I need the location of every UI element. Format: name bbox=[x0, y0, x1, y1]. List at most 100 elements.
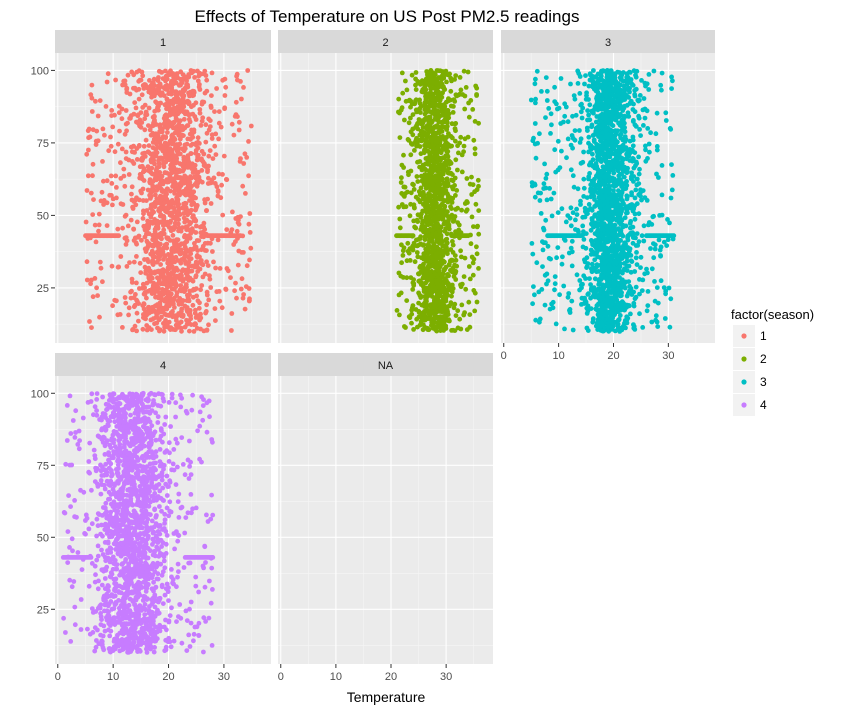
data-point bbox=[239, 276, 245, 282]
data-point bbox=[186, 74, 192, 80]
data-point bbox=[476, 231, 482, 237]
data-point bbox=[534, 260, 540, 266]
data-point bbox=[580, 244, 586, 250]
data-point bbox=[118, 201, 124, 207]
data-point bbox=[575, 81, 581, 86]
data-point bbox=[422, 147, 428, 153]
data-point bbox=[449, 184, 455, 190]
data-point bbox=[145, 168, 151, 174]
data-point bbox=[164, 186, 170, 192]
data-point bbox=[140, 73, 146, 79]
data-point bbox=[208, 180, 213, 186]
data-point bbox=[582, 257, 587, 263]
data-point bbox=[552, 84, 557, 90]
data-point bbox=[182, 142, 188, 148]
data-point bbox=[414, 174, 420, 179]
data-point bbox=[203, 139, 209, 145]
data-point bbox=[656, 237, 662, 243]
data-point bbox=[638, 254, 644, 260]
data-point bbox=[407, 315, 413, 321]
data-point bbox=[167, 123, 173, 129]
data-point bbox=[167, 90, 172, 95]
data-point bbox=[455, 220, 461, 226]
data-point bbox=[642, 115, 648, 121]
data-point bbox=[246, 173, 252, 179]
data-point bbox=[181, 160, 187, 166]
data-point bbox=[437, 264, 443, 270]
data-point bbox=[209, 93, 214, 98]
data-point bbox=[408, 152, 414, 158]
data-point bbox=[133, 197, 138, 203]
data-point bbox=[565, 213, 571, 219]
data-point bbox=[90, 212, 96, 218]
data-point bbox=[194, 157, 200, 163]
data-point bbox=[585, 108, 590, 113]
data-point bbox=[407, 213, 413, 219]
data-point bbox=[427, 193, 433, 199]
data-point bbox=[110, 124, 116, 130]
data-point bbox=[548, 111, 554, 117]
data-point bbox=[585, 128, 590, 134]
data-point bbox=[447, 303, 452, 309]
data-point bbox=[466, 114, 472, 120]
data-point bbox=[115, 226, 121, 232]
data-point bbox=[199, 101, 205, 107]
data-point bbox=[414, 243, 420, 249]
data-point bbox=[569, 263, 575, 269]
data-point bbox=[85, 128, 91, 134]
data-point bbox=[438, 328, 443, 333]
data-point bbox=[613, 164, 618, 169]
data-point bbox=[241, 85, 246, 90]
data-point bbox=[653, 313, 659, 319]
data-point bbox=[425, 217, 431, 222]
data-point bbox=[170, 71, 176, 76]
data-point bbox=[163, 318, 168, 323]
data-point bbox=[206, 297, 212, 303]
data-point bbox=[212, 181, 218, 186]
data-point bbox=[145, 84, 150, 90]
data-point bbox=[193, 206, 199, 212]
data-point bbox=[419, 255, 424, 261]
data-point bbox=[544, 197, 550, 203]
data-point bbox=[146, 123, 151, 128]
data-point bbox=[131, 259, 137, 265]
data-point bbox=[449, 293, 454, 299]
data-point bbox=[158, 272, 164, 278]
data-point bbox=[232, 288, 238, 294]
data-point bbox=[428, 118, 434, 123]
data-point bbox=[194, 171, 200, 177]
data-point bbox=[559, 206, 565, 212]
data-point bbox=[207, 148, 213, 154]
data-point bbox=[206, 322, 211, 328]
data-point bbox=[139, 176, 145, 182]
data-point bbox=[461, 149, 466, 155]
data-point bbox=[123, 242, 129, 247]
data-point bbox=[241, 161, 247, 166]
data-point bbox=[179, 106, 185, 112]
data-point bbox=[201, 71, 207, 77]
data-point bbox=[426, 289, 431, 295]
data-point bbox=[450, 239, 455, 244]
data-point bbox=[174, 237, 180, 243]
data-point bbox=[469, 254, 475, 260]
data-point bbox=[114, 195, 119, 201]
data-point bbox=[445, 272, 451, 278]
data-point bbox=[549, 213, 555, 219]
data-point bbox=[436, 294, 441, 300]
data-point bbox=[544, 281, 549, 287]
data-point bbox=[157, 81, 163, 87]
data-point bbox=[617, 122, 623, 128]
data-point bbox=[168, 261, 174, 267]
data-point bbox=[123, 212, 129, 218]
data-point bbox=[146, 143, 152, 149]
data-point bbox=[427, 233, 433, 239]
data-point bbox=[190, 170, 196, 175]
data-point bbox=[537, 131, 542, 137]
data-point bbox=[412, 148, 417, 153]
data-point bbox=[212, 306, 218, 311]
data-point bbox=[159, 91, 164, 97]
data-point bbox=[98, 265, 104, 271]
data-point bbox=[630, 240, 636, 246]
data-point bbox=[533, 76, 538, 82]
data-point bbox=[144, 208, 150, 213]
